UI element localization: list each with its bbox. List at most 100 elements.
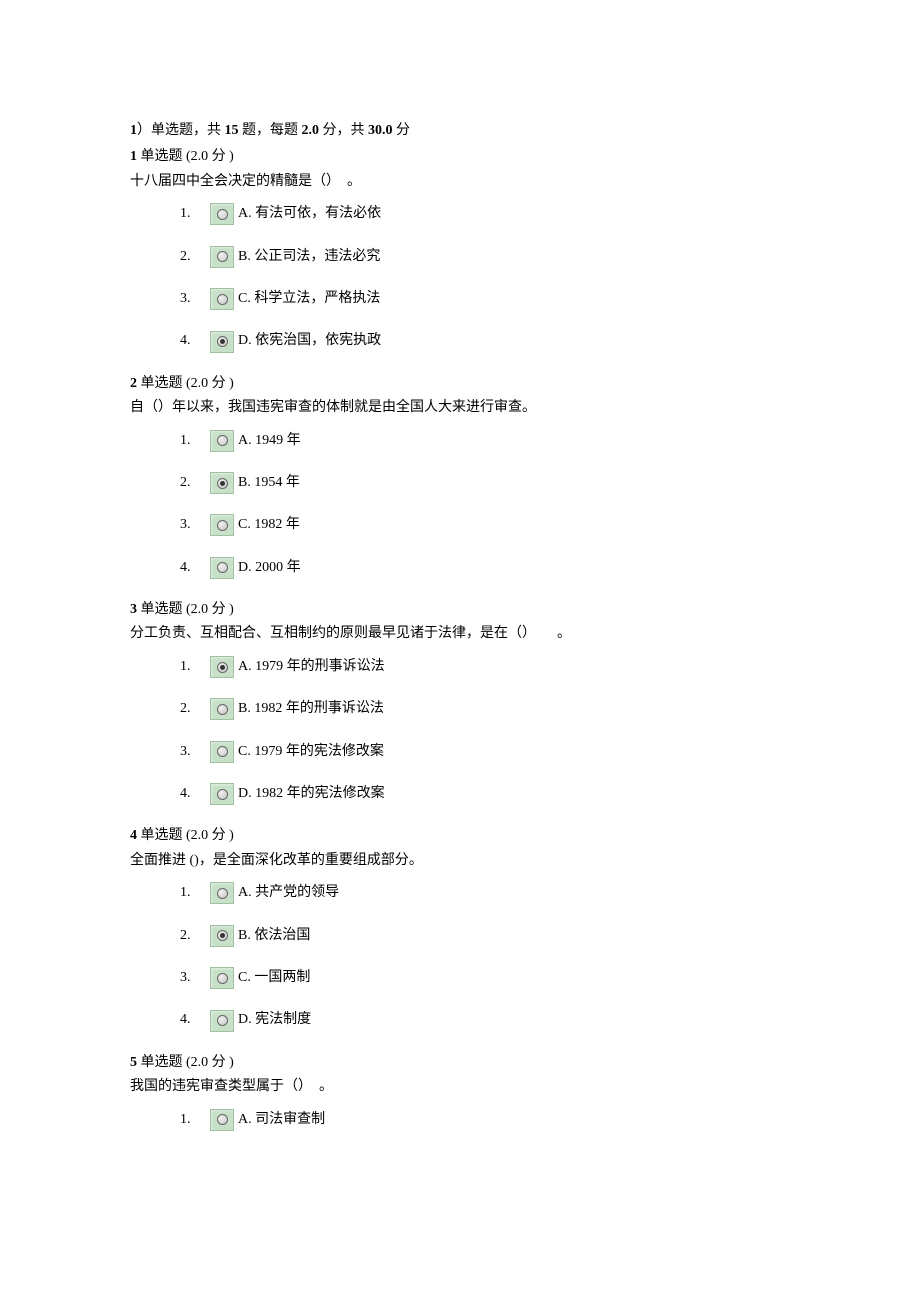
option-item: 1.A. 共产党的领导 [180, 882, 790, 904]
option-number: 4. [180, 1009, 196, 1031]
question-block: 5 单选题 (2.0 分 )我国的违宪审查类型属于（） 。 1.A. 司法审查制 [130, 1052, 790, 1131]
question-block: 4 单选题 (2.0 分 )全面推进 ()，是全面深化改革的重要组成部分。1.A… [130, 825, 790, 1031]
option-item: 3.C. 1979 年的宪法修改案 [180, 741, 790, 763]
radio-button[interactable] [210, 656, 234, 678]
option-item: 1.A. 1979 年的刑事诉讼法 [180, 656, 790, 678]
question-block: 2 单选题 (2.0 分 )自（）年以来，我国违宪审查的体制就是由全国人大来进行… [130, 373, 790, 579]
option-text: D. 依宪治国，依宪执政 [238, 330, 381, 352]
option-item: 3.C. 1982 年 [180, 514, 790, 536]
option-number: 2. [180, 925, 196, 947]
radio-button[interactable] [210, 1109, 234, 1131]
section-points-each-suffix: 分，共 [323, 123, 365, 138]
question-text: 分工负责、互相配合、互相制约的原则最早见诸于法律，是在（） 。 [130, 623, 790, 645]
option-number: 1. [180, 882, 196, 904]
question-header: 5 单选题 (2.0 分 ) [130, 1052, 790, 1074]
question-text: 自（）年以来，我国违宪审查的体制就是由全国人大来进行审查。 [130, 397, 790, 419]
question-points-suffix: 分 ) [208, 1055, 234, 1070]
radio-button[interactable] [210, 882, 234, 904]
option-number: 4. [180, 330, 196, 352]
question-text: 我国的违宪审查类型属于（） 。 [130, 1076, 790, 1098]
option-text: B. 1982 年的刑事诉讼法 [238, 698, 384, 720]
option-number: 3. [180, 514, 196, 536]
radio-circle-icon [217, 435, 228, 446]
question-number: 5 [130, 1055, 137, 1070]
radio-circle-icon [217, 209, 228, 220]
option-item: 2.B. 1954 年 [180, 472, 790, 494]
option-item: 1.A. 司法审查制 [180, 1109, 790, 1131]
radio-button[interactable] [210, 472, 234, 494]
section-total: 30.0 [368, 123, 393, 138]
question-text: 十八届四中全会决定的精髓是（） 。 [130, 171, 790, 193]
option-item: 4. D. 1982 年的宪法修改案 [180, 783, 790, 805]
radio-button[interactable] [210, 514, 234, 536]
section-header: 1）单选题，共 15 题，每题 2.0 分，共 30.0 分 [130, 120, 790, 142]
option-item: 4. D. 2000 年 [180, 557, 790, 579]
radio-button[interactable] [210, 925, 234, 947]
option-number: 3. [180, 967, 196, 989]
option-text: D. 宪法制度 [238, 1009, 311, 1031]
question-type-label: 单选题 [137, 1055, 186, 1070]
radio-button[interactable] [210, 288, 234, 310]
radio-circle-icon [217, 336, 228, 347]
section-count-suffix: 题，每题 [242, 123, 298, 138]
option-item: 2.B. 公正司法，违法必究 [180, 246, 790, 268]
section-prefix: 1 [130, 123, 137, 138]
radio-circle-icon [217, 888, 228, 899]
radio-circle-icon [217, 930, 228, 941]
radio-button[interactable] [210, 430, 234, 452]
radio-button[interactable] [210, 331, 234, 353]
options-list: 1.A. 共产党的领导 2. B. 依法治国 3. C. 一国两制 4. D. 宪法制度 [130, 882, 790, 1032]
option-item: 3.C. 科学立法，严格执法 [180, 288, 790, 310]
radio-button[interactable] [210, 698, 234, 720]
option-number: 2. [180, 698, 196, 720]
option-text: B. 依法治国 [238, 925, 310, 947]
option-item: 1.A. 有法可依，有法必依 [180, 203, 790, 225]
question-points-suffix: 分 ) [208, 376, 234, 391]
option-item: 4. D. 宪法制度 [180, 1009, 790, 1031]
question-number: 4 [130, 828, 137, 843]
question-block: 3 单选题 (2.0 分 )分工负责、互相配合、互相制约的原则最早见诸于法律，是… [130, 599, 790, 805]
option-text: D. 1982 年的宪法修改案 [238, 783, 385, 805]
option-text: A. 1979 年的刑事诉讼法 [238, 656, 385, 678]
option-number: 4. [180, 557, 196, 579]
radio-circle-icon [217, 1114, 228, 1125]
radio-button[interactable] [210, 203, 234, 225]
option-text: A. 有法可依，有法必依 [238, 203, 381, 225]
option-number: 1. [180, 430, 196, 452]
radio-button[interactable] [210, 1010, 234, 1032]
question-header: 3 单选题 (2.0 分 ) [130, 599, 790, 621]
question-points: (2.0 [186, 828, 208, 843]
question-points-suffix: 分 ) [208, 828, 234, 843]
option-item: 2. B. 1982 年的刑事诉讼法 [180, 698, 790, 720]
option-number: 4. [180, 783, 196, 805]
question-header: 2 单选题 (2.0 分 ) [130, 373, 790, 395]
option-text: A. 1949 年 [238, 430, 301, 452]
question-type-label: 单选题 [137, 149, 186, 164]
option-text: C. 一国两制 [238, 967, 310, 989]
radio-button[interactable] [210, 557, 234, 579]
radio-circle-icon [217, 520, 228, 531]
question-points: (2.0 [186, 376, 208, 391]
radio-button[interactable] [210, 967, 234, 989]
radio-button[interactable] [210, 783, 234, 805]
question-type-label: 单选题 [137, 828, 186, 843]
question-points-suffix: 分 ) [208, 149, 234, 164]
radio-button[interactable] [210, 741, 234, 763]
question-number: 1 [130, 149, 137, 164]
radio-circle-icon [217, 294, 228, 305]
radio-circle-icon [217, 478, 228, 489]
option-item: 3. C. 一国两制 [180, 967, 790, 989]
options-list: 1. A. 1949 年 2.B. 1954 年 3.C. 1982 年 4. D. 20… [130, 430, 790, 580]
question-points: (2.0 [186, 149, 208, 164]
option-number: 1. [180, 1109, 196, 1131]
question-block: 1 单选题 (2.0 分 ) 十八届四中全会决定的精髓是（） 。 1.A. 有法可依… [130, 146, 790, 352]
option-number: 3. [180, 741, 196, 763]
option-text: D. 2000 年 [238, 557, 301, 579]
question-type-label: 单选题 [137, 376, 186, 391]
question-points: (2.0 [186, 602, 208, 617]
option-number: 2. [180, 246, 196, 268]
section-points-each: 2.0 [302, 123, 320, 138]
question-number: 3 [130, 602, 137, 617]
question-header: 1 单选题 (2.0 分 ) [130, 146, 790, 168]
radio-button[interactable] [210, 246, 234, 268]
